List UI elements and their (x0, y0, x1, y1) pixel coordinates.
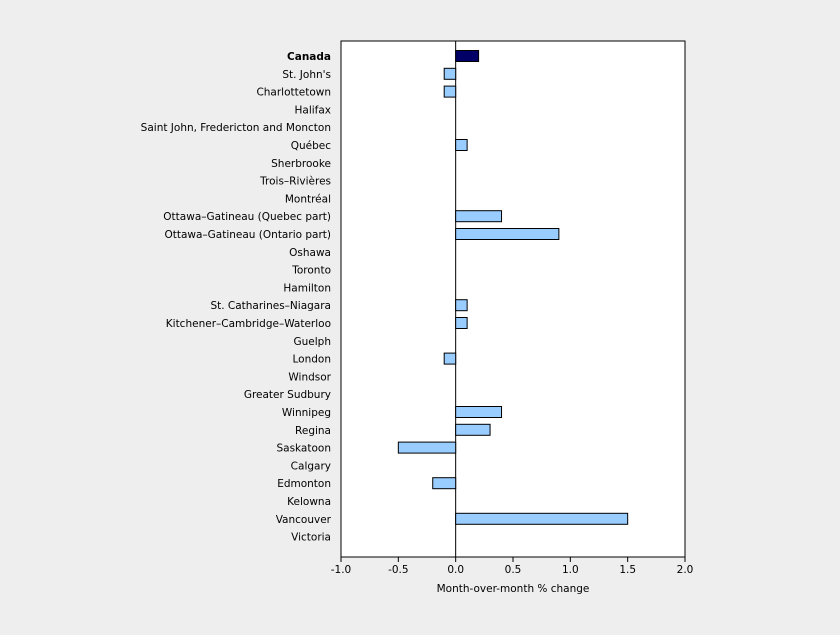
category-label: London (293, 354, 332, 366)
category-label: Canada (287, 51, 331, 63)
bar (455, 210, 503, 223)
x-tick-label: 2.0 (677, 564, 694, 576)
bar-canada (455, 50, 480, 62)
category-label: St. Catharines–Niagara (210, 300, 331, 312)
x-tick-label: 1.0 (562, 564, 579, 576)
x-axis-title: Month-over-month % change (437, 583, 590, 595)
x-tick-label: -0.5 (388, 564, 409, 576)
plot-area (341, 41, 685, 557)
category-label: Edmonton (277, 478, 331, 490)
bar (455, 317, 468, 329)
category-label: Montréal (285, 193, 331, 205)
category-label: Sherbrooke (271, 158, 331, 170)
category-label: Calgary (291, 460, 331, 472)
category-label: Kelowna (287, 496, 331, 508)
bar (455, 512, 629, 525)
bar (432, 477, 457, 490)
bar (455, 139, 468, 151)
bar (397, 441, 457, 454)
category-label: Windsor (288, 371, 331, 383)
category-label: Trois–Rivières (259, 176, 331, 188)
bar (443, 352, 457, 365)
category-label: Guelph (294, 336, 332, 348)
bar (455, 406, 503, 418)
x-tick-label: -1.0 (331, 564, 352, 576)
bar (443, 85, 457, 98)
category-label: Oshawa (289, 247, 331, 259)
category-label: St. John's (282, 69, 331, 81)
x-tick-label: 0.5 (505, 564, 522, 576)
category-label: Halifax (294, 104, 331, 116)
category-label: Québec (291, 140, 332, 152)
category-label: Toronto (291, 265, 331, 277)
category-label: Ottawa–Gatineau (Quebec part) (163, 211, 331, 223)
category-label: Vancouver (276, 514, 332, 526)
category-label: Charlottetown (256, 87, 331, 99)
bar (443, 67, 457, 80)
category-label: Saint John, Fredericton and Moncton (141, 122, 331, 134)
category-label: Kitchener–Cambridge–Waterloo (166, 318, 331, 330)
x-tick-label: 0.0 (447, 564, 464, 576)
bar (455, 423, 491, 436)
category-label: Regina (295, 425, 331, 437)
category-label: Saskatoon (276, 443, 331, 455)
x-tick-label: 1.5 (619, 564, 636, 576)
category-label: Ottawa–Gatineau (Ontario part) (164, 229, 331, 241)
category-label: Winnipeg (282, 407, 331, 419)
category-label: Victoria (291, 532, 331, 544)
category-label: Greater Sudbury (244, 389, 331, 401)
bar (455, 299, 468, 312)
category-label: Hamilton (283, 282, 331, 294)
bar (455, 228, 560, 240)
